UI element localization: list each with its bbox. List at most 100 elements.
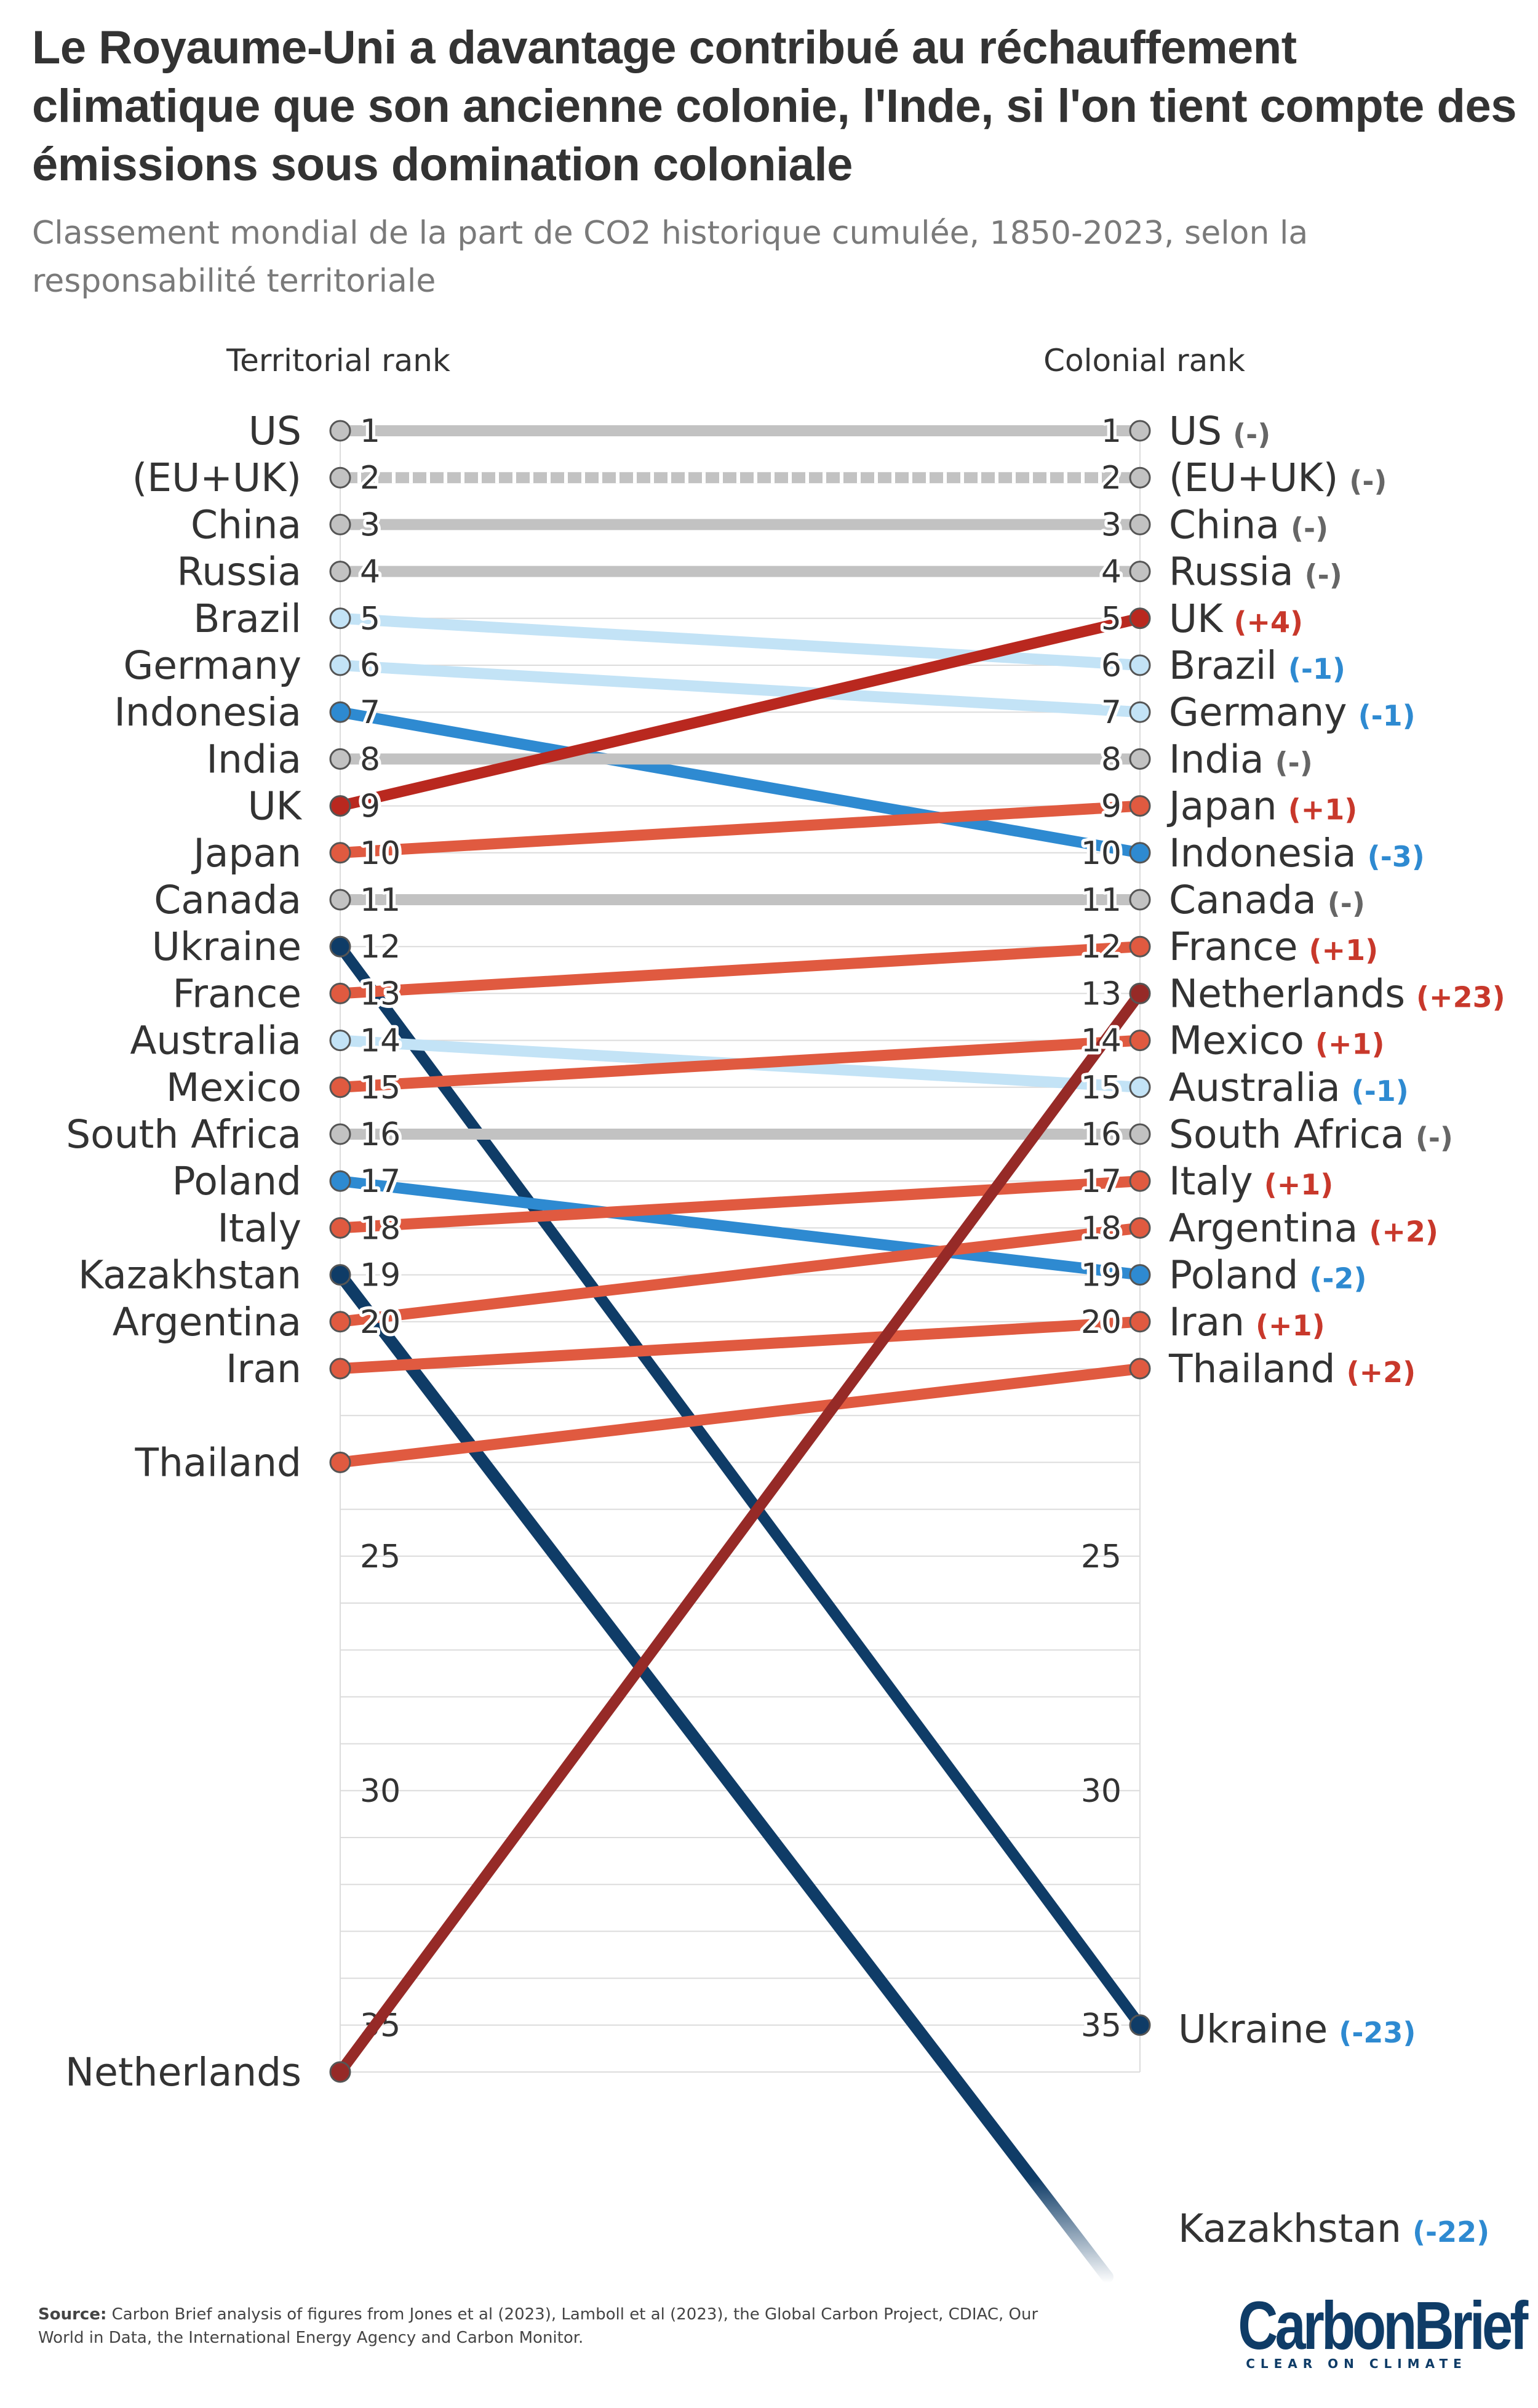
rank-change-badge: (-1) [1352,1074,1409,1108]
right-dot-japan [1129,795,1151,817]
right-rank-canada: 11 [1081,882,1122,919]
right-rank-iran: 20 [1081,1304,1122,1341]
right-dot-russia [1129,561,1151,583]
logo-wordmark: CarbonBrief [1238,2288,1528,2364]
left-name-argentina: Argentina [113,1300,301,1345]
right-name-text: Netherlands [1169,971,1405,1016]
right-name-text: Argentina [1169,1206,1358,1250]
left-dot-china [329,513,351,535]
right-rank-france: 12 [1081,929,1122,966]
rank-change-badge: (+2) [1347,1356,1416,1389]
right-dot-canada [1129,889,1151,911]
left-rank-germany: 6 [360,647,380,684]
right-rank-india: 8 [1101,741,1122,778]
right-name-text: Kazakhstan [1178,2206,1401,2251]
source-label: Source: [38,2305,107,2324]
left-tick-label: 25 [360,1538,400,1575]
right-name-text: US [1169,409,1222,454]
right-name-text: Thailand [1168,1346,1336,1391]
left-dot-netherlands [329,2061,351,2083]
line-uk [335,612,1146,812]
rank-change-badge: (+1) [1315,1028,1385,1061]
rank-change-badge: (-23) [1339,2016,1416,2049]
line-ukraine [335,941,1146,2031]
right-name-text: Mexico [1169,1018,1304,1063]
left-dot-japan [329,842,351,864]
chart-title: Le Royaume-Uni a davantage contribué au … [32,22,1516,191]
right-dot-netherlands [1129,982,1151,1004]
rank-change-badge: (+1) [1256,1309,1325,1342]
right-dot-iran [1129,1311,1151,1333]
right-rank-netherlands: 13 [1081,975,1122,1012]
left-name-china: China [191,502,301,547]
line-poland [335,1175,1146,1281]
rank-change-badge: (+1) [1309,934,1379,967]
right-dot-south-africa [1129,1123,1151,1145]
right-name-iran: Iran (+1) [1169,1300,1325,1345]
right-dot-mexico [1129,1030,1151,1052]
left-name-eu-uk: (EU+UK) [132,455,301,500]
left-rank-us: 1 [360,413,380,450]
right-dot-poland [1129,1264,1151,1286]
left-dot-thailand [329,1451,351,1473]
right-name-mexico: Mexico (+1) [1169,1018,1385,1063]
left-dot-canada [329,889,351,911]
left-rank-indonesia: 7 [360,694,380,731]
right-name-us: US (-) [1169,409,1270,454]
right-name-eu-uk: (EU+UK) (-) [1169,455,1387,500]
left-dot-brazil [329,607,351,630]
right-dot-thailand [1129,1358,1151,1380]
right-name-text: Russia [1169,550,1294,594]
carbon-brief-logo: CarbonBrief CLEAR ON CLIMATE [1212,2288,1528,2372]
right-name-argentina: Argentina (+2) [1169,1206,1438,1250]
left-name-indonesia: Indonesia [114,690,301,735]
left-dot-iran [329,1358,351,1380]
left-rank-india: 8 [360,741,380,778]
right-dot-germany [1129,701,1151,723]
rank-change-badge: (-) [1275,746,1313,779]
right-name-text: Brazil [1169,643,1277,688]
left-rank-france: 13 [360,975,400,1012]
right-name-text: Germany [1169,690,1347,735]
left-name-japan: Japan [191,831,301,876]
left-rank-japan: 10 [360,835,400,872]
right-dot-australia [1129,1076,1151,1098]
line-japan [335,800,1146,858]
left-dot-poland [329,1170,351,1192]
line-iran [335,1316,1146,1374]
line-italy [335,1175,1146,1234]
right-dot-china [1129,513,1151,535]
right-name-poland: Poland (-2) [1169,1253,1366,1298]
left-dot-germany [329,654,351,676]
right-name-text: Canada [1169,878,1317,922]
right-name-text: Iran [1169,1300,1245,1345]
rank-change-badge: (-) [1328,887,1365,920]
left-name-italy: Italy [217,1206,301,1250]
right-name-text: Indonesia [1169,831,1357,876]
right-rank-ukraine: 35 [1081,2007,1122,2044]
line-netherlands [335,988,1146,2078]
left-name-thailand: Thailand [134,1440,301,1485]
right-dot-indonesia [1129,842,1151,864]
left-rank-kazakhstan: 19 [360,1257,400,1294]
left-dot-kazakhstan [329,1264,351,1286]
right-name-text: India [1169,737,1264,782]
right-dot-italy [1129,1170,1151,1192]
right-name-text: South Africa [1169,1112,1405,1157]
right-name-south-africa: South Africa (-) [1169,1112,1453,1157]
rank-change-badge: (+1) [1288,793,1358,826]
country-labels: US US (-)(EU+UK) (EU+UK) (-)China China (-)Rus… [65,409,1505,2251]
left-rank-argentina: 20 [360,1304,400,1341]
right-name-text: Italy [1169,1159,1253,1204]
source-note: Source: Carbon Brief analysis of figures… [38,2303,1084,2350]
left-axis-header: Territorial rank [226,343,450,378]
left-dot-argentina [329,1311,351,1333]
rank-change-badge: (+2) [1369,1215,1438,1248]
rank-dots [329,420,1151,2083]
left-name-south-africa: South Africa [66,1112,301,1157]
right-name-france: France (+1) [1169,924,1378,969]
right-name-brazil: Brazil (-1) [1169,643,1345,688]
left-dot-ukraine [329,935,351,958]
rank-change-badge: (-) [1233,418,1270,451]
